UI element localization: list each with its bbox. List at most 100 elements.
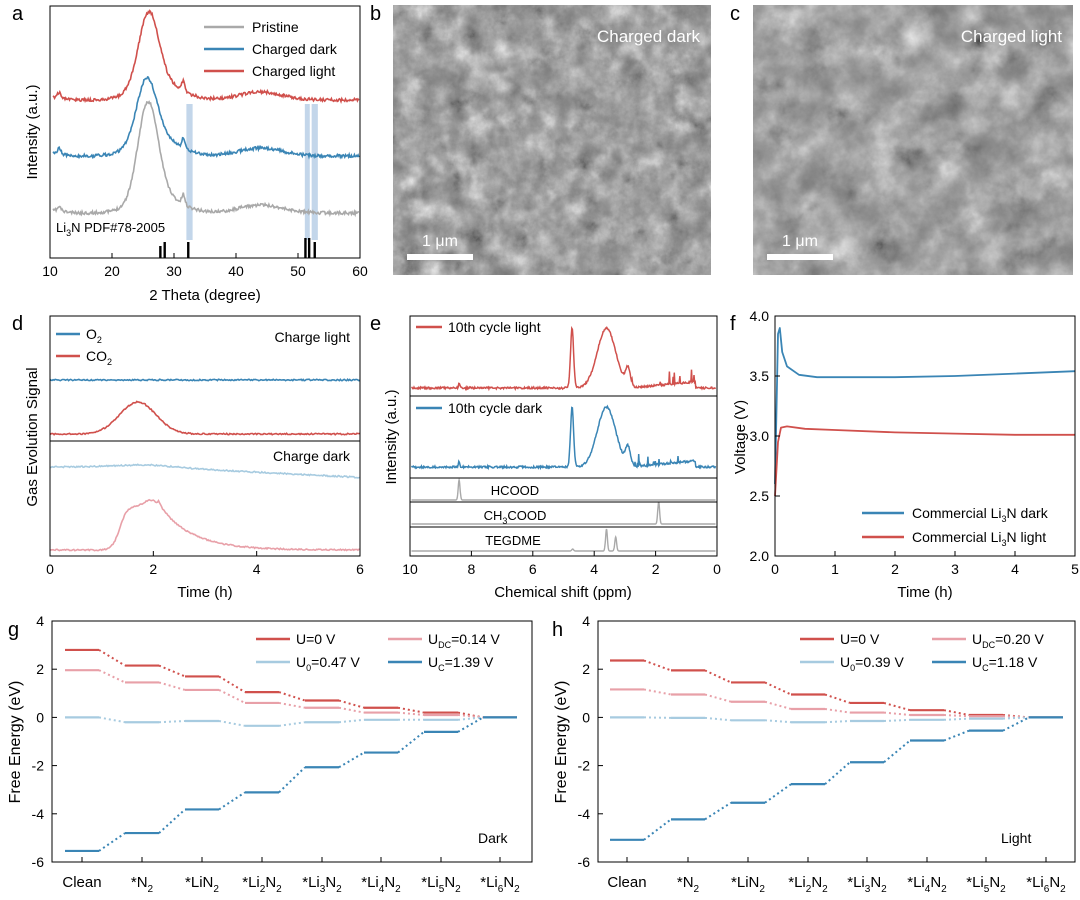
f-xtick-label: 2 xyxy=(891,561,899,577)
h-connector xyxy=(704,801,732,821)
h-ytick-label: 0 xyxy=(582,709,590,725)
e-axes-frame xyxy=(409,315,718,557)
h-legend-udc: UDC=0.20 V xyxy=(972,631,1044,650)
e-ref-ch3cood-spectrum xyxy=(411,501,716,525)
a-curve-1 xyxy=(52,76,360,160)
a-curve-0 xyxy=(52,100,359,218)
h-ytick-label: 2 xyxy=(582,661,590,677)
h-connector xyxy=(883,739,911,763)
a-xtick-label: 40 xyxy=(228,263,244,279)
a-highlight-band xyxy=(304,104,310,240)
d-label-charge-dark: Charge dark xyxy=(273,448,351,464)
a-xtick-label: 20 xyxy=(104,263,120,279)
g-connector xyxy=(397,711,425,716)
g-plot: -6 -4 -2 0 2 4 Clean *N2 *LiN2 *Li2N2 *Li3N2 *Li4N2… xyxy=(32,613,521,895)
a-legend-charged-light: Charged light xyxy=(252,63,335,79)
h-legend: U=0 V UDC=0.20 V U0=0.39 V UC=1.18 V xyxy=(800,631,1044,673)
h-xtick-label: *Li3N2 xyxy=(847,874,887,895)
h-connector xyxy=(943,717,970,721)
a-ref-peak xyxy=(163,242,166,258)
h-ytick-label: -6 xyxy=(578,854,591,870)
d-dark-o2-curve xyxy=(50,463,361,479)
h-connector xyxy=(764,783,792,804)
d-x-ticks: 0 2 4 6 xyxy=(46,551,364,577)
e-ref-hcood: HCOOD xyxy=(491,483,539,498)
h-connector xyxy=(704,716,732,722)
h-xtick-label: Clean xyxy=(607,874,646,891)
a-ref-peak xyxy=(313,242,316,258)
g-connector xyxy=(278,691,306,702)
e-dark-spectrum xyxy=(410,404,717,471)
e-ref-ch3cood: CH3COOD xyxy=(484,508,547,526)
f-curves xyxy=(774,327,1076,497)
a-y-axis-label: Intensity (a.u.) xyxy=(24,84,41,179)
d-x-axis-label: Time (h) xyxy=(177,584,232,601)
g-connector xyxy=(158,681,186,691)
panel-letter-b: b xyxy=(370,3,381,25)
f-xtick-label: 5 xyxy=(1071,561,1079,577)
g-ytick-label: -4 xyxy=(32,806,45,822)
h-connector xyxy=(883,711,911,716)
d-legend-o2: O2 xyxy=(86,326,102,345)
b-scale-bar xyxy=(407,254,473,260)
d-light-o2-curve xyxy=(49,377,361,382)
c-scale-bar xyxy=(767,254,833,260)
h-connector xyxy=(764,719,792,724)
e-y-axis-label: Intensity (a.u.) xyxy=(383,389,400,484)
panel-letter-e: e xyxy=(370,313,381,335)
g-connector xyxy=(158,720,186,724)
d-xtick-label: 6 xyxy=(356,561,364,577)
g-legend-uzero: U0=0.47 V xyxy=(296,654,360,673)
g-connector xyxy=(98,649,126,667)
d-axes-frame xyxy=(49,315,361,557)
e-xtick-label: 10 xyxy=(402,561,418,577)
h-connector xyxy=(824,720,851,724)
g-ytick-label: 4 xyxy=(36,613,44,629)
a-x-ticks: 10 20 30 40 50 60 xyxy=(42,253,368,279)
e-ref-hcood-spectrum xyxy=(411,477,716,501)
h-connector xyxy=(764,681,792,696)
e-xtick-label: 4 xyxy=(590,561,598,577)
panel-letter-h: h xyxy=(552,619,563,641)
panel-h: h -6 -4 -2 0 2 4 Clean *N2 *LiN2 *Li2N2 *Li3N2 *Li4… xyxy=(552,613,1076,895)
h-connector xyxy=(1002,713,1030,719)
panel-g: g -6 -4 -2 0 2 4 Clean *N2 *LiN2 *Li2N2 *Li3N2 *Li4… xyxy=(7,613,533,895)
g-xtick-label: *Li3N2 xyxy=(302,874,342,895)
f-ytick-label: 2.0 xyxy=(750,548,770,564)
d-y-axis-label: Gas Evolution Signal xyxy=(24,367,41,506)
a-highlight-band xyxy=(311,104,318,240)
d-xtick-label: 2 xyxy=(149,561,157,577)
d-legend-co2: CO2 xyxy=(86,348,112,367)
panel-letter-f: f xyxy=(730,313,736,335)
h-xtick-label: *Li2N2 xyxy=(788,874,828,895)
g-connector xyxy=(218,720,246,727)
a-x-axis-label: 2 Theta (degree) xyxy=(149,287,260,304)
a-xtick-label: 60 xyxy=(352,263,368,279)
h-connector xyxy=(824,761,851,785)
panel-b: b Charged dark 1 μm xyxy=(370,3,711,275)
h-xtick-label: *LiN2 xyxy=(731,874,765,895)
f-xtick-label: 3 xyxy=(951,561,959,577)
b-image-label: Charged dark xyxy=(597,27,701,46)
h-ytick-label: -4 xyxy=(578,806,591,822)
d-legend: O2 CO2 xyxy=(56,326,112,367)
e-ref-tegdme: TEGDME xyxy=(485,533,541,548)
h-connector xyxy=(943,713,970,718)
d-xtick-label: 0 xyxy=(46,561,54,577)
h-axes-frame xyxy=(597,620,1076,863)
panel-letter-g: g xyxy=(8,619,19,641)
a-legend: Pristine Charged dark Charged light xyxy=(204,19,338,79)
g-connector xyxy=(397,731,425,754)
sem-texture-light xyxy=(753,5,1073,275)
g-connector xyxy=(98,716,126,724)
e-x-ticks: 10 8 6 4 2 0 xyxy=(402,551,721,577)
f-xtick-label: 1 xyxy=(831,561,839,577)
g-xtick-label: *Li5N2 xyxy=(421,874,461,895)
a-ref-peak xyxy=(304,238,307,258)
h-ytick-label: -2 xyxy=(578,758,591,774)
h-xtick-label: *Li6N2 xyxy=(1026,874,1066,895)
h-connector xyxy=(643,688,672,696)
e-xtick-label: 2 xyxy=(652,561,660,577)
a-xtick-label: 30 xyxy=(166,263,182,279)
e-xtick-label: 0 xyxy=(713,561,721,577)
